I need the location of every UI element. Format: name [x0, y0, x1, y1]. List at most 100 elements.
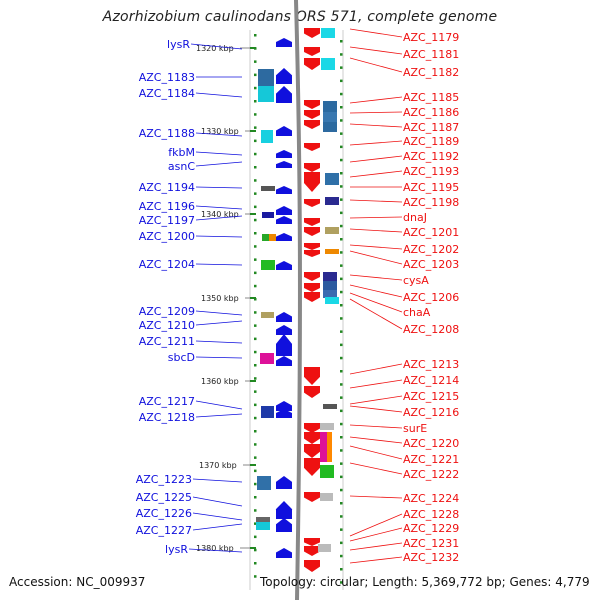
minor-tick	[340, 515, 343, 518]
label-connector-plus	[349, 57, 403, 73]
gene-arrow-plus	[304, 227, 320, 236]
gene-label-minus: AZC_1188	[139, 127, 195, 140]
label-connector-plus	[349, 527, 403, 542]
minor-tick	[340, 488, 343, 492]
label-connector-plus	[349, 228, 403, 233]
label-connector-plus	[349, 395, 403, 405]
gene-feature-box	[323, 281, 337, 290]
label-connector-plus	[349, 513, 403, 537]
gene-label-plus: AZC_1229	[403, 522, 459, 535]
gene-label-plus: AZC_1187	[403, 121, 459, 134]
minor-tick	[254, 535, 257, 539]
gene-label-minus: asnC	[168, 160, 195, 173]
gene-label-plus: AZC_1220	[403, 437, 459, 450]
label-connector-plus	[349, 298, 403, 330]
minor-tick	[254, 192, 257, 195]
gene-label-minus: AZC_1211	[139, 335, 195, 348]
minor-tick	[254, 416, 257, 420]
gene-arrow-minus	[276, 548, 292, 558]
gene-arrow-minus	[276, 161, 292, 168]
gene-arrow-plus	[304, 163, 320, 172]
gene-arrow-minus	[276, 150, 292, 158]
minor-tick	[254, 284, 257, 288]
minor-tick	[254, 298, 257, 301]
gene-arrow-minus	[276, 216, 292, 224]
minor-tick	[254, 232, 257, 235]
gene-label-plus: AZC_1182	[403, 66, 459, 79]
minor-tick	[254, 86, 257, 90]
minor-tick	[254, 139, 257, 143]
gene-label-minus: AZC_1184	[139, 87, 195, 100]
gene-feature-box	[327, 432, 332, 462]
gene-label-plus: AZC_1206	[403, 291, 459, 304]
scale-tick-mark	[250, 47, 256, 49]
label-connector-plus	[349, 170, 403, 178]
minor-tick	[254, 258, 257, 261]
gene-feature-box	[256, 517, 270, 523]
gene-feature-box	[258, 69, 274, 87]
minor-tick	[254, 205, 257, 209]
gene-arrow-minus	[276, 38, 292, 47]
minor-tick	[340, 251, 343, 254]
label-connector-plus	[349, 111, 403, 114]
minor-tick	[340, 330, 343, 333]
gene-arrow-plus	[304, 538, 320, 546]
label-connector-minus	[195, 400, 243, 410]
gene-arrow-plus	[304, 444, 320, 458]
gene-arrow-plus	[304, 243, 320, 250]
gene-feature-box	[323, 112, 337, 122]
gene-label-plus: AZC_1185	[403, 91, 459, 104]
label-connector-minus	[192, 523, 243, 531]
gene-feature-box	[262, 234, 270, 241]
gene-arrow-minus	[276, 126, 292, 136]
label-connector-minus	[195, 320, 243, 326]
minor-tick	[340, 211, 343, 215]
gene-arrow-plus	[304, 423, 320, 433]
label-connector-plus	[349, 556, 403, 564]
label-connector-minus	[195, 132, 243, 137]
label-connector-minus	[195, 205, 243, 210]
gene-label-plus: chaA	[403, 306, 431, 319]
label-connector-minus	[188, 548, 243, 553]
label-connector-minus	[195, 340, 243, 344]
gene-label-minus: AZC_1209	[139, 305, 195, 318]
gene-arrow-minus	[276, 68, 292, 84]
minor-tick	[254, 60, 257, 63]
minor-tick	[254, 430, 257, 433]
gene-label-plus: AZC_1214	[403, 374, 459, 387]
gene-label-plus: AZC_1231	[403, 537, 459, 550]
gene-arrow-plus	[304, 292, 320, 302]
minor-tick	[254, 126, 257, 129]
gene-label-plus: AZC_1181	[403, 48, 459, 61]
scale-tick-mark	[250, 213, 256, 215]
scale-tick-label: 1360 kbp	[201, 377, 239, 386]
minor-tick	[254, 403, 257, 407]
gene-feature-box	[261, 312, 274, 318]
gene-feature-box	[323, 101, 337, 113]
gene-arrow-plus	[304, 110, 320, 119]
label-connector-plus	[349, 274, 403, 281]
gene-arrow-minus	[276, 401, 292, 411]
scale-tick-mark	[250, 130, 256, 132]
gene-label-minus: fkbM	[168, 146, 195, 159]
minor-tick	[254, 482, 257, 486]
gene-feature-box	[320, 493, 333, 501]
minor-tick	[254, 364, 257, 367]
minor-tick	[340, 304, 343, 307]
minor-tick	[340, 277, 343, 281]
minor-tick	[340, 343, 343, 347]
gene-label-plus: AZC_1192	[403, 150, 459, 163]
minor-tick	[340, 409, 343, 413]
gene-label-plus: AZC_1215	[403, 390, 459, 403]
gene-label-plus: dnaJ	[403, 211, 427, 224]
gene-label-minus: lysR	[165, 543, 188, 556]
minor-tick	[254, 218, 257, 222]
minor-tick	[254, 100, 257, 103]
minor-tick	[340, 370, 343, 373]
minor-tick	[340, 79, 343, 83]
minor-tick	[254, 245, 257, 248]
minor-tick	[340, 158, 343, 162]
gene-arrow-minus	[276, 334, 292, 356]
gene-label-plus: AZC_1198	[403, 196, 459, 209]
